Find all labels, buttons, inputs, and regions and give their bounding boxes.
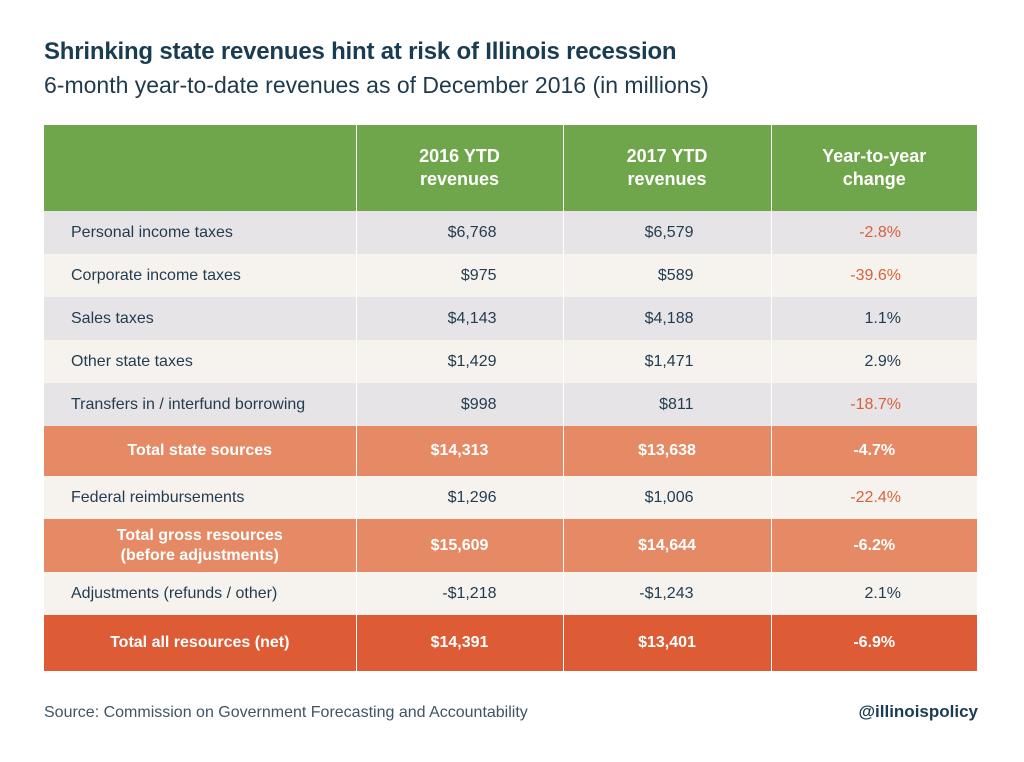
row-label: Other state taxes (44, 340, 357, 383)
social-handle: @illinoispolicy (858, 702, 978, 721)
value-2017: $1,471 (563, 340, 772, 383)
change-value: -6.2% (771, 519, 977, 572)
table-row: Adjustments (refunds / other) -$1,218 -$… (44, 572, 977, 615)
value-2017: $13,401 (563, 615, 772, 671)
change-value: -22.4% (771, 476, 977, 519)
change-value: -39.6% (771, 254, 977, 297)
row-label: Transfers in / interfund borrowing (44, 383, 357, 426)
change-value: 1.1% (771, 297, 977, 340)
header-blank-cell (44, 125, 357, 211)
table-row: Federal reimbursements $1,296 $1,006 -22… (44, 476, 977, 519)
value-2016: -$1,218 (356, 572, 564, 615)
value-2016: $1,296 (356, 476, 564, 519)
chart-subtitle: 6-month year-to-date revenues as of Dece… (44, 72, 709, 98)
value-2016: $15,609 (356, 519, 564, 572)
table-row: Transfers in / interfund borrowing $998 … (44, 383, 977, 426)
value-2016: $998 (356, 383, 564, 426)
total-row: Total gross resources (before adjustments… (44, 519, 977, 572)
source-note: Source: Commission on Government Forecas… (44, 704, 528, 721)
grand-total-row: Total all resources (net) $14,391 $13,40… (44, 615, 977, 671)
header-year-to-year-change: Year-to-year change (771, 125, 977, 211)
table-row: Corporate income taxes $975 $589 -39.6% (44, 254, 977, 297)
value-2017: $14,644 (563, 519, 772, 572)
row-label: Total all resources (net) (44, 615, 357, 671)
row-label: Federal reimbursements (44, 476, 357, 519)
change-value: 2.1% (771, 572, 977, 615)
header-2017-ytd: 2017 YTD revenues (563, 125, 772, 211)
row-label: Personal income taxes (44, 211, 357, 254)
value-2017: $6,579 (563, 211, 772, 254)
value-2016: $975 (356, 254, 564, 297)
value-2016: $4,143 (356, 297, 564, 340)
chart-title: Shrinking state revenues hint at risk of… (44, 38, 677, 65)
value-2017: $811 (563, 383, 772, 426)
change-value: -18.7% (771, 383, 977, 426)
value-2017: $13,638 (563, 426, 772, 476)
value-2017: $589 (563, 254, 772, 297)
table-row: Personal income taxes $6,768 $6,579 -2.8… (44, 211, 977, 254)
value-2016: $6,768 (356, 211, 564, 254)
row-label: Total gross resources (before adjustments… (44, 519, 357, 572)
row-label: Total state sources (44, 426, 357, 476)
value-2017: -$1,243 (563, 572, 772, 615)
revenue-table: 2016 YTD revenues 2017 YTD revenues Year-t… (44, 125, 977, 671)
table-header-row: 2016 YTD revenues 2017 YTD revenues Year-t… (44, 125, 977, 211)
value-2017: $1,006 (563, 476, 772, 519)
change-value: 2.9% (771, 340, 977, 383)
table-row: Sales taxes $4,143 $4,188 1.1% (44, 297, 977, 340)
row-label: Adjustments (refunds / other) (44, 572, 357, 615)
change-value: -4.7% (771, 426, 977, 476)
row-label: Corporate income taxes (44, 254, 357, 297)
value-2016: $14,313 (356, 426, 564, 476)
value-2017: $4,188 (563, 297, 772, 340)
value-2016: $1,429 (356, 340, 564, 383)
row-label: Sales taxes (44, 297, 357, 340)
value-2016: $14,391 (356, 615, 564, 671)
change-value: -2.8% (771, 211, 977, 254)
total-row: Total state sources $14,313 $13,638 -4.7… (44, 426, 977, 476)
table-row: Other state taxes $1,429 $1,471 2.9% (44, 340, 977, 383)
header-2016-ytd: 2016 YTD revenues (356, 125, 564, 211)
change-value: -6.9% (771, 615, 977, 671)
